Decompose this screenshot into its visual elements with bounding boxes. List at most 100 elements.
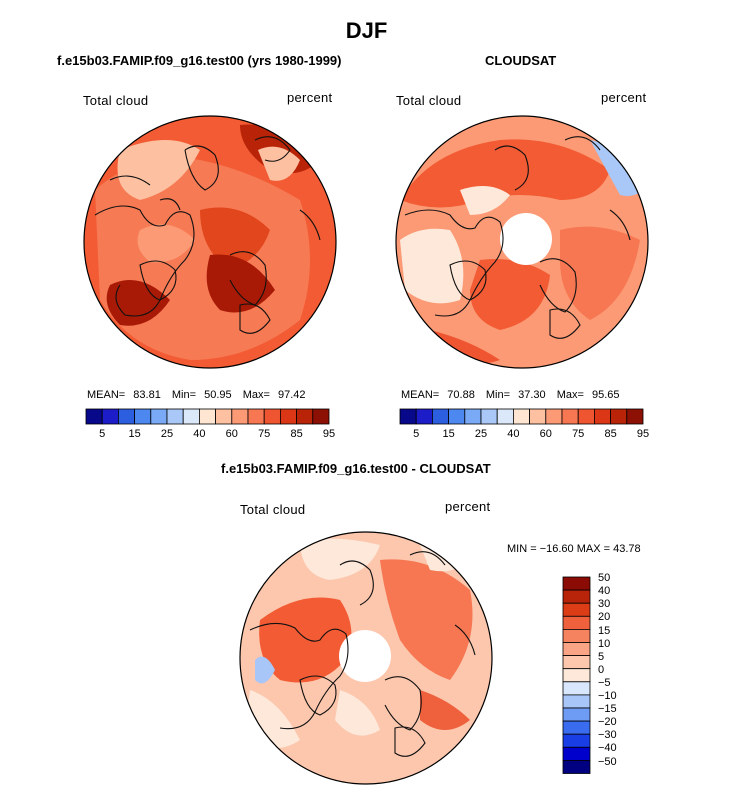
panel1-map xyxy=(84,116,336,368)
coastlines xyxy=(249,551,476,757)
colorbar-box xyxy=(134,408,152,425)
contour-region xyxy=(259,597,352,683)
panel3-colorbar xyxy=(562,576,591,774)
colorbar-tick-label: 60 xyxy=(225,428,238,440)
contour-region xyxy=(420,690,470,730)
missing-data-hole xyxy=(500,213,552,265)
max-label: Max= xyxy=(242,389,270,401)
colorbar-box xyxy=(562,576,591,591)
colorbar-box xyxy=(594,408,612,425)
colorbar-box xyxy=(118,408,136,425)
panel3-minmax: MIN = −16.60 MAX = 43.78 xyxy=(507,543,641,555)
min-label: Min= xyxy=(171,389,197,401)
colorbar-tick-label: 60 xyxy=(539,428,552,440)
colorbar-tick-label: 10 xyxy=(598,637,611,650)
panel1-map-border xyxy=(83,115,337,369)
colorbar-box xyxy=(562,681,591,696)
colorbar-box xyxy=(562,668,591,683)
panel1-units-label: percent xyxy=(287,90,333,105)
colorbar-tick-label: 40 xyxy=(193,428,206,440)
colorbar-box xyxy=(545,408,563,425)
contour-region xyxy=(400,139,610,208)
colorbar-box xyxy=(480,408,498,425)
min-value: 37.30 xyxy=(518,389,546,401)
contour-region xyxy=(335,690,380,736)
min-label: Min= xyxy=(485,389,511,401)
colorbar-tick-label: 50 xyxy=(598,572,611,585)
colorbar-box xyxy=(562,642,591,657)
colorbar-box xyxy=(198,408,216,425)
contour-region xyxy=(300,538,380,580)
missing-data-hole xyxy=(339,630,391,682)
colorbar-tick-label: 95 xyxy=(322,428,336,440)
colorbar-tick-label: 85 xyxy=(604,428,617,440)
colorbar-box xyxy=(399,408,417,425)
colorbar-tick-label: −5 xyxy=(598,676,611,689)
panel1-colorbar xyxy=(85,408,330,425)
colorbar-box xyxy=(247,408,265,425)
colorbar-box xyxy=(231,408,249,425)
colorbar-box xyxy=(166,408,184,425)
colorbar-tick-label: 20 xyxy=(598,611,611,624)
colorbar-tick-label: 25 xyxy=(474,428,488,440)
max-label: Max= xyxy=(556,389,584,401)
colorbar-tick-label: −40 xyxy=(598,742,617,755)
panel2-map-border xyxy=(395,115,649,369)
contour-region xyxy=(117,140,200,200)
colorbar-box xyxy=(577,408,595,425)
colorbar-box xyxy=(562,615,591,630)
coastlines xyxy=(404,136,631,339)
colorbar-box xyxy=(562,733,591,748)
colorbar-box xyxy=(279,408,297,425)
panel2-subtitle: CLOUDSAT xyxy=(485,53,557,68)
mean-value: 70.88 xyxy=(447,389,475,401)
colorbar-tick-label: 30 xyxy=(598,598,611,611)
colorbar-box xyxy=(561,408,579,425)
colorbar-tick-label: 40 xyxy=(598,585,611,598)
colorbar-tick-label: 15 xyxy=(598,624,611,637)
colorbar-box xyxy=(464,408,482,425)
colorbar-tick-label: −30 xyxy=(598,729,617,742)
mean-value: 83.81 xyxy=(133,389,161,401)
colorbar-box xyxy=(562,694,591,709)
colorbar-tick-label: −10 xyxy=(598,690,617,702)
panel2-units-label: percent xyxy=(601,90,647,105)
contour-region xyxy=(560,226,640,320)
colorbar-box xyxy=(182,408,200,425)
mean-label: MEAN= xyxy=(87,389,126,401)
colorbar-tick-label: 40 xyxy=(507,428,520,440)
panel1-stats: MEAN= 83.81 Min= 50.95 Max= 97.42 xyxy=(87,389,306,401)
colorbar-tick-label: 5 xyxy=(598,650,605,663)
panel2-var-label: Total cloud xyxy=(396,93,462,108)
colorbar-box xyxy=(562,746,591,761)
colorbar-box xyxy=(562,589,591,604)
colorbar-box xyxy=(215,408,233,425)
colorbar-box xyxy=(562,760,591,774)
colorbar-box xyxy=(150,408,168,425)
contour-region xyxy=(460,186,510,215)
contour-region xyxy=(258,146,300,181)
coastlines xyxy=(94,136,321,334)
max-value: 95.65 xyxy=(591,389,620,401)
colorbar-tick-label: −15 xyxy=(598,703,617,716)
panel2-colorbar xyxy=(399,408,644,425)
panel1-subtitle: f.e15b03.FAMIP.f09_g16.test00 (yrs 1980-… xyxy=(57,53,342,68)
colorbar-tick-label: 25 xyxy=(160,428,174,440)
panel3-var-label: Total cloud xyxy=(240,502,306,517)
colorbar-box xyxy=(415,408,433,425)
mean-label: MEAN= xyxy=(401,389,440,401)
colorbar-box xyxy=(431,408,449,425)
colorbar-box xyxy=(562,602,591,617)
contour-region xyxy=(400,228,464,304)
colorbar-tick-label: 15 xyxy=(128,428,141,440)
contour-region xyxy=(380,559,473,680)
colorbar-box xyxy=(496,408,514,425)
colorbar-box xyxy=(562,707,591,722)
colorbar-tick-label: 75 xyxy=(258,428,271,440)
colorbar-box xyxy=(85,408,103,425)
panel1-var-label: Total cloud xyxy=(83,93,149,108)
colorbar-tick-label: 0 xyxy=(598,663,605,676)
colorbar-box xyxy=(101,408,119,425)
colorbar-tick-label: 5 xyxy=(99,428,106,440)
